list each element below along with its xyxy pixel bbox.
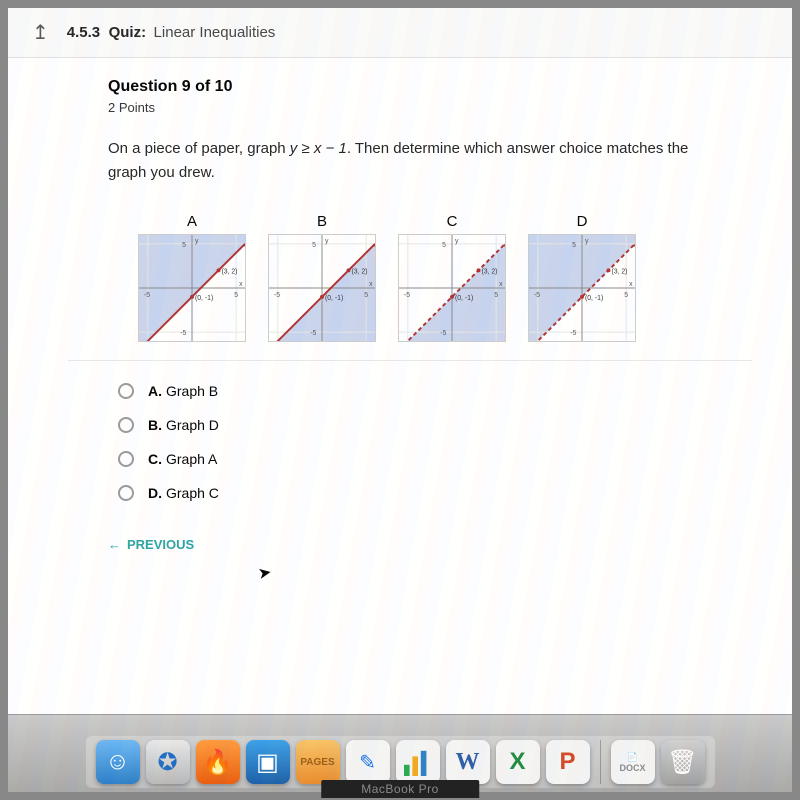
documents-folder-icon[interactable]: 📄DOCX bbox=[611, 740, 655, 784]
answer-option[interactable]: D.Graph C bbox=[118, 485, 712, 501]
graph-label: A bbox=[187, 213, 197, 230]
option-text: A.Graph B bbox=[148, 383, 218, 399]
arrow-left-icon: ← bbox=[108, 537, 121, 552]
option-letter: D. bbox=[148, 485, 162, 501]
cursor-icon: ➤ bbox=[256, 562, 273, 584]
svg-text:-5: -5 bbox=[570, 330, 576, 337]
graph-c: Cyx5-5-55(3, 2)(0, -1) bbox=[398, 213, 506, 342]
finder-icon[interactable]: ☺ bbox=[96, 740, 140, 784]
graph-label: C bbox=[447, 213, 458, 230]
pages-icon[interactable]: PAGES bbox=[296, 740, 340, 784]
svg-text:5: 5 bbox=[442, 242, 446, 249]
word-icon[interactable]: W bbox=[446, 740, 490, 784]
question-prompt: On a piece of paper, graph y ≥ x − 1. Th… bbox=[108, 137, 712, 185]
svg-text:y: y bbox=[585, 238, 589, 245]
section-divider bbox=[68, 360, 752, 361]
svg-text:(0, -1): (0, -1) bbox=[325, 295, 343, 302]
answer-option[interactable]: B.Graph D bbox=[118, 417, 712, 433]
svg-text:y: y bbox=[455, 238, 459, 245]
prompt-expr: y ≥ x − 1 bbox=[290, 140, 347, 157]
quiz-header: ↥ 4.5.3 Quiz: Linear Inequalities bbox=[8, 8, 792, 58]
svg-text:y: y bbox=[195, 238, 199, 245]
answer-option[interactable]: C.Graph A bbox=[118, 451, 712, 467]
option-letter: C. bbox=[148, 451, 162, 467]
svg-text:5: 5 bbox=[182, 242, 186, 249]
svg-text:y: y bbox=[325, 238, 329, 245]
svg-text:-5: -5 bbox=[440, 330, 446, 337]
svg-text:(0, -1): (0, -1) bbox=[195, 295, 213, 302]
svg-text:-5: -5 bbox=[274, 292, 280, 299]
radio-icon[interactable] bbox=[118, 485, 134, 501]
firefox-icon[interactable]: 🔥 bbox=[196, 740, 240, 784]
trash-icon[interactable]: 🗑 bbox=[661, 740, 705, 784]
radio-icon[interactable] bbox=[118, 417, 134, 433]
radio-icon[interactable] bbox=[118, 451, 134, 467]
quiz-title: 4.5.3 Quiz: Linear Inequalities bbox=[67, 24, 276, 42]
safari-icon[interactable]: ✪ bbox=[146, 740, 190, 784]
svg-text:-5: -5 bbox=[180, 330, 186, 337]
svg-text:-5: -5 bbox=[310, 330, 316, 337]
graph-d: Dyx5-5-55(3, 2)(0, -1) bbox=[528, 213, 636, 342]
radio-icon[interactable] bbox=[118, 383, 134, 399]
svg-text:-5: -5 bbox=[404, 292, 410, 299]
svg-text:5: 5 bbox=[624, 292, 628, 299]
graph-b: Byx5-5-55(3, 2)(0, -1) bbox=[268, 213, 376, 342]
option-label: Graph D bbox=[166, 417, 219, 433]
powerpoint-icon[interactable]: P bbox=[546, 740, 590, 784]
svg-text:(0, -1): (0, -1) bbox=[455, 295, 473, 302]
option-label: Graph C bbox=[166, 485, 219, 501]
svg-text:x: x bbox=[499, 281, 503, 288]
textedit-icon[interactable]: ✎ bbox=[346, 740, 390, 784]
svg-text:-5: -5 bbox=[144, 292, 150, 299]
svg-text:(3, 2): (3, 2) bbox=[481, 268, 497, 275]
graphs-row: Ayx5-5-55(3, 2)(0, -1)Byx5-5-55(3, 2)(0,… bbox=[138, 213, 712, 342]
svg-text:5: 5 bbox=[234, 292, 238, 299]
excel-icon[interactable]: X bbox=[496, 740, 540, 784]
dock-divider bbox=[600, 740, 601, 784]
previous-button[interactable]: ← PREVIOUS bbox=[108, 537, 194, 552]
laptop-brand: MacBook Pro bbox=[321, 780, 479, 798]
svg-text:5: 5 bbox=[572, 242, 576, 249]
svg-text:(3, 2): (3, 2) bbox=[351, 268, 367, 275]
answer-option[interactable]: A.Graph B bbox=[118, 383, 712, 399]
svg-text:x: x bbox=[369, 281, 373, 288]
svg-text:5: 5 bbox=[494, 292, 498, 299]
svg-text:5: 5 bbox=[364, 292, 368, 299]
keynote-icon[interactable]: ▣ bbox=[246, 740, 290, 784]
graph-label: B bbox=[317, 213, 327, 230]
prompt-pre: On a piece of paper, graph bbox=[108, 140, 290, 157]
option-text: B.Graph D bbox=[148, 417, 219, 433]
option-label: Graph A bbox=[166, 451, 217, 467]
option-label: Graph B bbox=[166, 383, 218, 399]
question-points: 2 Points bbox=[108, 100, 712, 115]
option-letter: B. bbox=[148, 417, 162, 433]
option-letter: A. bbox=[148, 383, 162, 399]
content-area: Question 9 of 10 2 Points On a piece of … bbox=[8, 58, 792, 714]
svg-text:(3, 2): (3, 2) bbox=[611, 268, 627, 275]
previous-label: PREVIOUS bbox=[127, 537, 194, 552]
option-text: C.Graph A bbox=[148, 451, 217, 467]
section-type: Quiz: bbox=[109, 24, 147, 41]
svg-text:x: x bbox=[239, 281, 243, 288]
svg-text:x: x bbox=[629, 281, 633, 288]
graph-label: D bbox=[577, 213, 588, 230]
section-title: Linear Inequalities bbox=[154, 24, 276, 41]
graph-a: Ayx5-5-55(3, 2)(0, -1) bbox=[138, 213, 246, 342]
docs-label: DOCX bbox=[619, 763, 645, 773]
options-list: A.Graph B B.Graph D C.Graph A D.Graph C bbox=[118, 383, 712, 501]
question-number: Question 9 of 10 bbox=[108, 78, 712, 96]
svg-text:(3, 2): (3, 2) bbox=[221, 268, 237, 275]
option-text: D.Graph C bbox=[148, 485, 219, 501]
section-number: 4.5.3 bbox=[67, 24, 100, 41]
svg-text:5: 5 bbox=[312, 242, 316, 249]
numbers-icon[interactable] bbox=[396, 740, 440, 784]
svg-text:(0, -1): (0, -1) bbox=[585, 295, 603, 302]
svg-text:-5: -5 bbox=[534, 292, 540, 299]
back-icon[interactable]: ↥ bbox=[32, 20, 49, 45]
